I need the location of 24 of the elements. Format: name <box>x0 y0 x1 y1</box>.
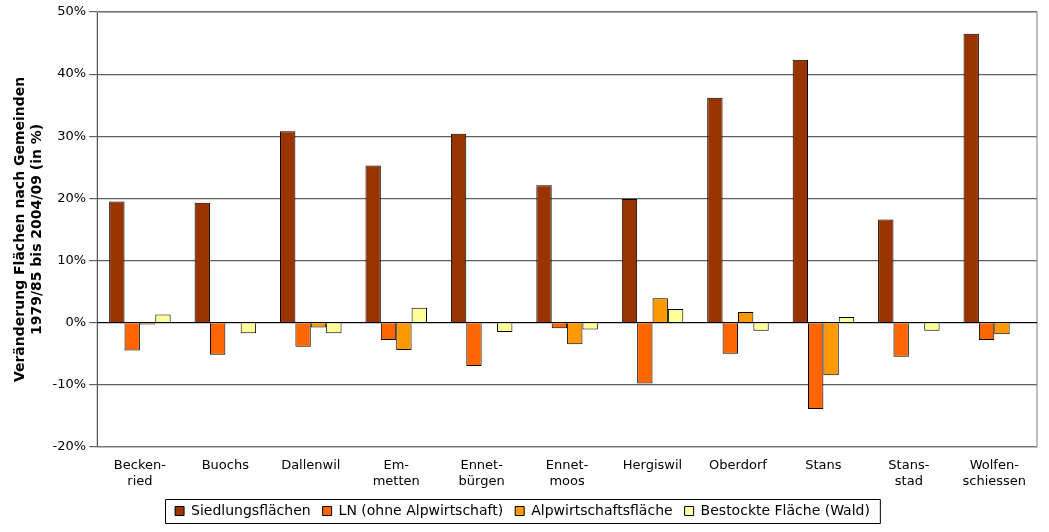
legend-label: Bestockte Fläche (Wald) <box>700 501 870 518</box>
legend-label: Alpwirtschaftsfläche <box>531 501 673 518</box>
legend-label: Siedlungsflächen <box>191 501 311 518</box>
x-tick-label: Wolfen- schiessen <box>962 456 1027 488</box>
x-tick-label: Stans <box>805 456 842 472</box>
y-tick-label: 40% <box>57 65 87 81</box>
y-tick-label: -10% <box>52 376 87 392</box>
x-tick-label: Ennet- moos <box>545 456 589 488</box>
y-axis-title: Veränderung Flächen nach Gemeinden 1979/85 bis 2004/09 (in %) <box>11 76 44 383</box>
y-tick-label: 20% <box>57 189 87 205</box>
x-tick-label: Buochs <box>201 456 250 472</box>
y-tick-label: -20% <box>52 438 87 454</box>
x-tick-label: Stans- stad <box>888 456 930 488</box>
x-tick-label: Ennet- bürgen <box>458 456 505 488</box>
y-tick-label: 0% <box>65 313 87 329</box>
y-tick-label: 10% <box>57 251 87 267</box>
y-tick-label: 50% <box>57 3 87 19</box>
x-tick-label: Dallenwil <box>281 456 341 472</box>
legend-label: LN (ohne Alpwirtschaft) <box>338 501 504 518</box>
x-tick-label: Hergiswil <box>622 456 683 472</box>
x-tick-label: Becken- ried <box>113 456 167 488</box>
y-tick-label: 30% <box>57 127 87 143</box>
x-tick-label: Em- metten <box>372 456 420 488</box>
x-tick-label: Oberdorf <box>709 456 768 472</box>
